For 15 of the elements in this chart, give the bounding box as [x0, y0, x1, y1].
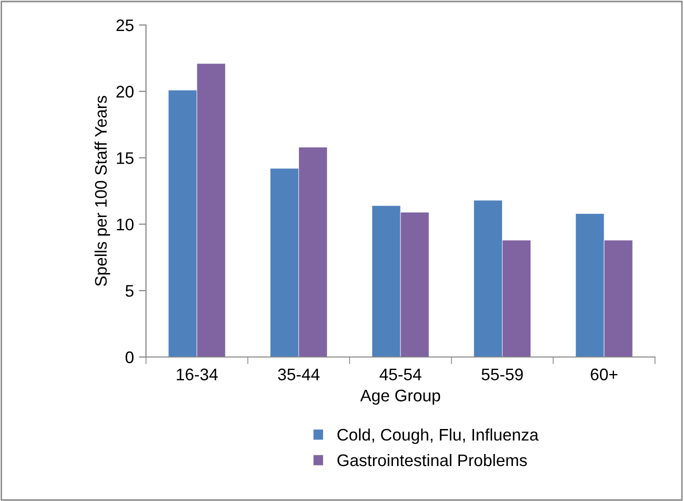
x-tick-label: 35-44: [278, 368, 320, 380]
x-axis-title: Age Group: [360, 390, 440, 405]
y-tick-label: 10: [116, 218, 134, 230]
y-tick-label: 25: [116, 19, 134, 32]
y-tick-label: 0: [126, 351, 134, 364]
x-tick-label: 16-34: [176, 368, 218, 380]
x-tick-label: 45-54: [380, 368, 422, 380]
y-axis-title: Spells per 100 Staff Years: [94, 96, 110, 286]
y-tick-label: 15: [116, 152, 134, 164]
legend-label: Gastrointestinal Problems: [337, 454, 527, 466]
y-tick-label: 20: [116, 86, 134, 98]
x-tick-label: 55-59: [482, 368, 523, 380]
legend-label: Cold, Cough, Flu, Influenza: [337, 428, 539, 444]
x-tick-label: 60+: [590, 368, 618, 380]
y-tick-label: 5: [126, 285, 134, 297]
